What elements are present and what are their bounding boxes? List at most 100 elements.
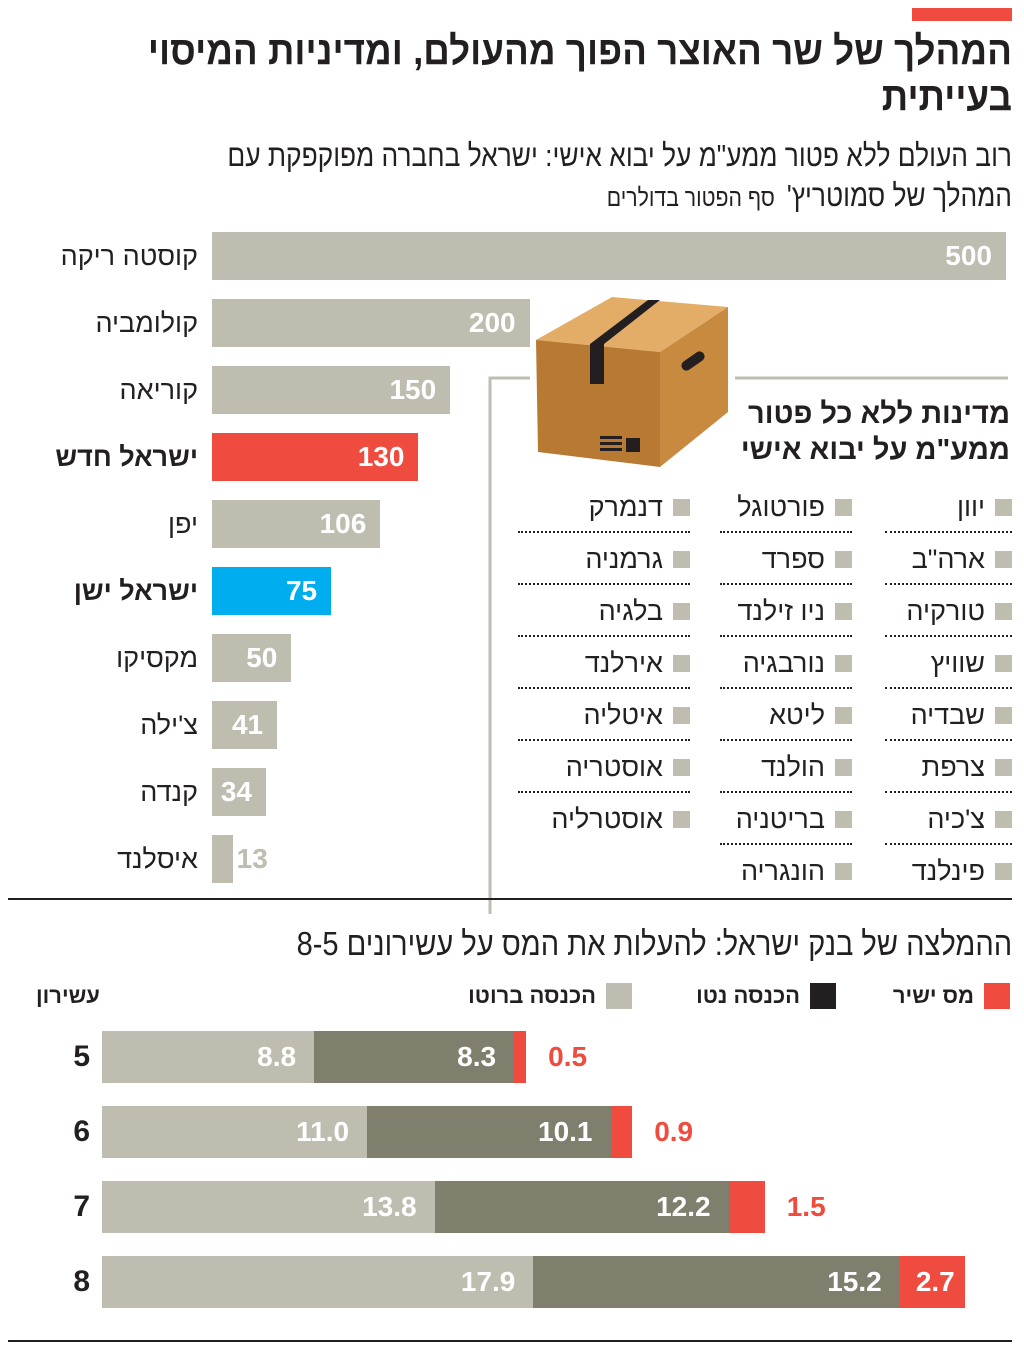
direct-tax-bar: 2.7: [899, 1256, 965, 1308]
country-bullet-icon: [995, 550, 1012, 568]
bar: 200: [212, 299, 530, 347]
country-name: גרמניה: [585, 544, 663, 574]
chart1-title: רוב העולם ללא פטור ממע"מ על יבוא אישי: י…: [162, 136, 1012, 218]
country-name: פורטוגל: [737, 492, 825, 522]
dotted-divider: [885, 635, 1012, 637]
country-bullet-icon: [835, 758, 852, 776]
country-item: ליטא: [720, 695, 852, 735]
country-name: ארה"ב: [911, 544, 985, 574]
country-name: צרפת: [921, 752, 985, 782]
bar-category-label: קוסטה ריקה: [60, 241, 198, 271]
country-bullet-icon: [673, 810, 690, 828]
no-exemption-title-line1: מדינות ללא כל פטור: [748, 398, 1010, 430]
country-item: הולנד: [720, 747, 852, 787]
dotted-divider: [885, 739, 1012, 741]
dotted-divider: [885, 687, 1012, 689]
country-item: שוויץ: [885, 643, 1012, 683]
decile-axis-label: עשירון: [36, 982, 100, 1010]
gross-value-label: 13.8: [362, 1191, 417, 1222]
chart1-title-text: רוב העולם ללא פטור ממע"מ על יבוא אישי: י…: [227, 138, 1012, 213]
country-name: בריטניה: [735, 804, 825, 834]
country-name: טורקיה: [906, 596, 985, 626]
bar-category-label: קולומביה: [95, 308, 198, 338]
page-title: המהלך של שר האוצר הפוך מהעולם, ומדיניות …: [147, 29, 1013, 119]
country-name: דנמרק: [588, 492, 663, 522]
country-name: נורבגיה: [742, 648, 825, 678]
country-name: אירלנד: [584, 648, 663, 678]
gross-income-bar: 8.8: [102, 1031, 315, 1083]
bar-category-label: ישראל ישן: [73, 576, 198, 606]
country-name: בלגיה: [598, 596, 663, 626]
country-item: ניו זילנד: [720, 591, 852, 631]
dotted-divider: [720, 791, 852, 793]
country-bullet-icon: [835, 810, 852, 828]
dotted-divider: [518, 531, 690, 533]
country-item: אוסטרליה: [518, 799, 690, 839]
bar-value-label: 34: [220, 776, 252, 807]
country-bullet-icon: [673, 706, 690, 724]
country-name: אוסטרליה: [551, 804, 663, 834]
gross-value-label: 11.0: [296, 1116, 350, 1147]
bar: 75: [212, 567, 332, 615]
country-bullet-icon: [835, 862, 852, 880]
country-name: יוון: [956, 492, 985, 522]
dotted-divider: [720, 843, 852, 845]
bar-category-label: קנדה: [140, 777, 198, 807]
bar: 130: [212, 433, 419, 481]
net-income-bar: 8.3: [314, 1031, 515, 1083]
gross-value-label: 8.8: [257, 1041, 297, 1072]
country-bullet-icon: [673, 602, 690, 620]
country-item: בריטניה: [720, 799, 852, 839]
country-name: ליטא: [769, 700, 825, 730]
bar-category-label: יפן: [168, 509, 198, 539]
dotted-divider: [885, 791, 1012, 793]
country-bullet-icon: [835, 550, 852, 568]
bar: 150: [212, 366, 451, 414]
dotted-divider: [518, 635, 690, 637]
country-item: פורטוגל: [720, 487, 852, 527]
gross-income-bar: 11.0: [102, 1106, 368, 1158]
dotted-divider: [518, 739, 690, 741]
country-bullet-icon: [995, 862, 1012, 880]
divider: [8, 1340, 1012, 1342]
country-item: צרפת: [885, 747, 1012, 787]
bar-value-label: 106: [319, 508, 367, 539]
bar-value-label: 13: [236, 843, 268, 874]
country-item: צ'כיה: [885, 799, 1012, 839]
country-bullet-icon: [995, 706, 1012, 724]
net-income-bar: 12.2: [434, 1181, 729, 1233]
country-bullet-icon: [995, 758, 1012, 776]
country-item: שבדיה: [885, 695, 1012, 735]
legend-label: הכנסה ברוטו: [468, 983, 596, 1008]
bar: 50: [212, 634, 292, 682]
country-bullet-icon: [673, 654, 690, 672]
country-item: הונגריה: [720, 851, 852, 891]
net-income-bar: 15.2: [533, 1256, 900, 1308]
country-bullet-icon: [995, 654, 1012, 672]
legend-label: מס ישיר: [892, 983, 974, 1008]
bar-category-label: קוריאה: [119, 375, 198, 405]
country-bullet-icon: [673, 550, 690, 568]
tax-value-label: 1.5: [786, 1191, 826, 1222]
net-value-label: 8.3: [457, 1041, 497, 1072]
divider: [8, 898, 1012, 900]
country-bullet-icon: [995, 602, 1012, 620]
dotted-divider: [885, 843, 1012, 845]
dotted-divider: [885, 531, 1012, 533]
bar-value-label: 41: [231, 709, 264, 740]
country-item: ספרד: [720, 539, 852, 579]
net-value-label: 12.2: [656, 1191, 711, 1222]
country-name: הונגריה: [740, 856, 825, 886]
decile-label: 5: [73, 1040, 90, 1073]
bar: 500: [212, 232, 1006, 280]
country-bullet-icon: [835, 706, 852, 724]
dotted-divider: [720, 739, 852, 741]
country-item: טורקיה: [885, 591, 1012, 631]
bar-category-label: צ'ילה: [140, 710, 198, 740]
legend-swatch-dark: [810, 983, 836, 1009]
legend-item-net: הכנסה נטו: [696, 982, 836, 1010]
cardboard-box-icon: [536, 297, 728, 467]
decile-label: 7: [73, 1190, 90, 1223]
country-item: פינלנד: [885, 851, 1012, 891]
gross-income-bar: 13.8: [102, 1181, 435, 1233]
